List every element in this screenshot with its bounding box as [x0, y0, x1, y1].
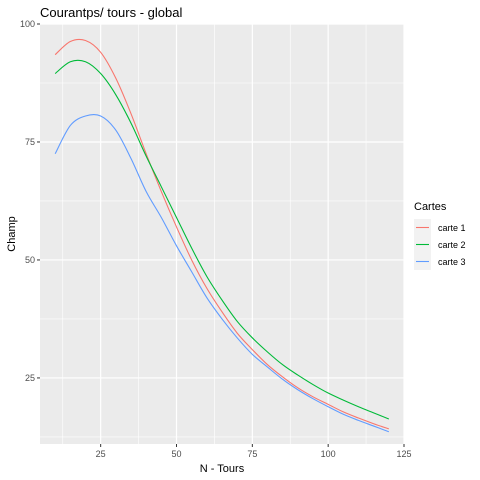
x-tick-label: 25 [96, 449, 106, 459]
x-tick-label: 100 [321, 449, 336, 459]
y-tick-label: 50 [25, 255, 35, 265]
legend-label: carte 2 [438, 240, 466, 250]
x-axis-ticks: 25 50 75 100 125 [96, 444, 412, 459]
y-tick-label: 75 [25, 137, 35, 147]
legend-title: Cartes [414, 201, 447, 213]
x-tick-label: 50 [171, 449, 181, 459]
chart-title: Courantps/ tours - global [40, 5, 182, 20]
y-tick-label: 100 [20, 19, 35, 29]
series-lines [54, 38, 390, 433]
series-line-carte-3 [54, 113, 390, 433]
x-tick-label: 125 [396, 449, 411, 459]
x-tick-label: 75 [247, 449, 257, 459]
y-axis-ticks: 25 50 75 100 [20, 19, 40, 383]
y-tick-label: 25 [25, 373, 35, 383]
x-axis-title: N - Tours [200, 463, 245, 475]
major-gridlines [40, 23, 405, 444]
series-line-carte-2 [54, 59, 390, 420]
legend: Cartes carte 1 carte 2 carte 3 [414, 201, 466, 270]
plot-panel [40, 24, 404, 444]
legend-label: carte 3 [438, 257, 466, 267]
y-axis-title: Champ [6, 216, 18, 251]
legend-label: carte 1 [438, 223, 466, 233]
series-line-carte-1 [54, 38, 390, 430]
